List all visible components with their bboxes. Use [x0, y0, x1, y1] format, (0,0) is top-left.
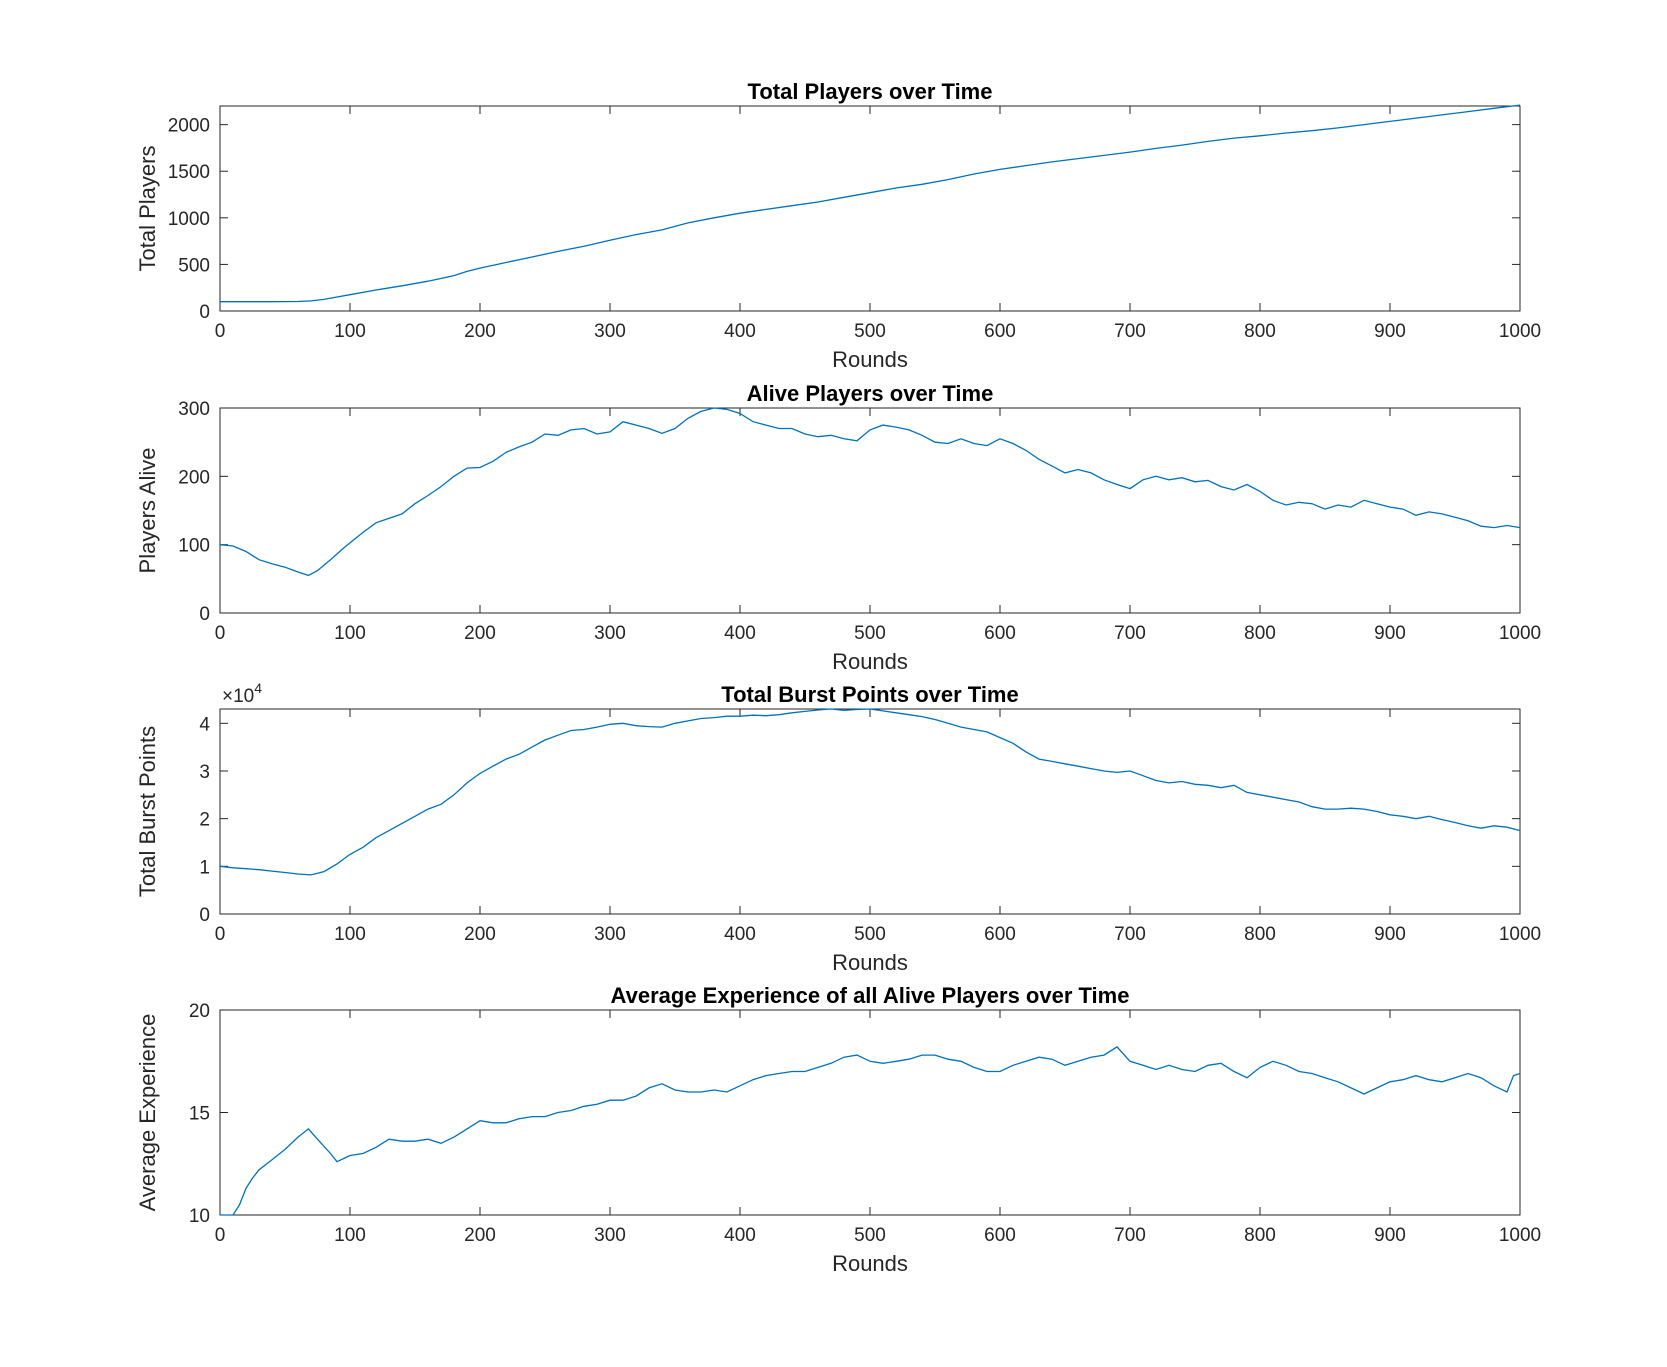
x-tick-label: 500	[854, 321, 886, 342]
x-tick-label: 400	[724, 321, 756, 342]
subplot-title: Total Players over Time	[748, 79, 993, 104]
x-tick-label: 200	[464, 623, 496, 644]
x-tick-label: 100	[334, 623, 366, 644]
axes-box	[219, 407, 1521, 614]
x-axis-label: Rounds	[832, 950, 908, 975]
y-axis-label: Total Players	[135, 146, 160, 272]
subplot-3: 0 100 200 300 400 500 600 700 800 900 1000 0 1 2 3 4 ×10…	[135, 680, 1541, 975]
x-tick-label: 1000	[1499, 924, 1541, 945]
y-tick-label: 2000	[168, 116, 210, 137]
y-tick-label: 15	[189, 1104, 210, 1125]
x-tick-label: 200	[464, 924, 496, 945]
x-tick-label: 1000	[1499, 321, 1541, 342]
y-tick-label: 300	[178, 399, 210, 420]
x-tick-label: 300	[594, 1225, 626, 1246]
y-tick-label: 20	[189, 1001, 210, 1022]
y-tick-label: 2	[199, 810, 210, 831]
y-tick-label: 10	[189, 1206, 210, 1227]
x-axis-label: Rounds	[832, 1251, 908, 1276]
x-axis-label: Rounds	[832, 649, 908, 674]
y-tick-label: 0	[199, 905, 210, 926]
subplot-title: Alive Players over Time	[747, 381, 994, 406]
subplot-2: 0 100 200 300 400 500 600 700 800 900 1000 0 100 200 3…	[135, 381, 1541, 674]
x-tick-label: 700	[1114, 924, 1146, 945]
x-tick-label: 1000	[1499, 1225, 1541, 1246]
y-tick-label: 200	[178, 467, 210, 488]
x-tick-label: 200	[464, 321, 496, 342]
x-tick-label: 300	[594, 623, 626, 644]
y-axis-label: Total Burst Points	[135, 726, 160, 897]
x-tick-label: 1000	[1499, 623, 1541, 644]
x-tick-label: 900	[1374, 924, 1406, 945]
y-tick-label: 0	[199, 604, 210, 625]
x-tick-label: 500	[854, 623, 886, 644]
y-exponent-label: ×104	[222, 680, 262, 707]
y-tick-label: 500	[178, 255, 210, 276]
x-tick-label: 600	[984, 321, 1016, 342]
series-line	[219, 708, 1521, 876]
x-tick-label: 900	[1374, 623, 1406, 644]
x-tick-label: 900	[1374, 1225, 1406, 1246]
x-tick-label: 600	[984, 1225, 1016, 1246]
x-tick-label: 100	[334, 321, 366, 342]
x-tick-label: 400	[724, 1225, 756, 1246]
y-axis-label: Average Experience	[135, 1014, 160, 1212]
x-tick-label: 700	[1114, 321, 1146, 342]
subplot-4: 0 100 200 300 400 500 600 700 800 900 1000 10 15 20 Av…	[135, 983, 1541, 1276]
x-tick-label: 100	[334, 924, 366, 945]
x-tick-label: 800	[1244, 623, 1276, 644]
series-line	[220, 104, 1521, 303]
x-tick-label: 0	[215, 1225, 226, 1246]
x-tick-label: 500	[854, 1225, 886, 1246]
x-tick-label: 500	[854, 924, 886, 945]
x-tick-label: 200	[464, 1225, 496, 1246]
x-tick-label: 0	[215, 924, 226, 945]
x-tick-label: 800	[1244, 321, 1276, 342]
series-line	[219, 407, 1521, 577]
axes-box	[219, 105, 1521, 312]
x-tick-label: 700	[1114, 1225, 1146, 1246]
x-tick-label: 0	[215, 321, 226, 342]
y-tick-label: 3	[199, 762, 210, 783]
x-tick-label: 300	[594, 924, 626, 945]
subplot-1: 0 100 200 300 400 500 600 700 800 900 1000 0 500 1000…	[135, 79, 1541, 372]
x-axis-label: Rounds	[832, 347, 908, 372]
x-tick-label: 400	[724, 623, 756, 644]
x-tick-label: 0	[215, 623, 226, 644]
x-tick-label: 800	[1244, 1225, 1276, 1246]
subplot-title: Average Experience of all Alive Players …	[611, 983, 1130, 1008]
x-tick-label: 800	[1244, 924, 1276, 945]
x-tick-label: 300	[594, 321, 626, 342]
x-tick-label: 600	[984, 924, 1016, 945]
y-tick-label: 1500	[168, 162, 210, 183]
subplot-title: Total Burst Points over Time	[721, 682, 1018, 707]
y-axis-label: Players Alive	[135, 448, 160, 574]
series-line	[220, 1046, 1521, 1216]
x-tick-label: 100	[334, 1225, 366, 1246]
y-tick-label: 4	[199, 714, 210, 735]
y-tick-label: 100	[178, 536, 210, 557]
x-tick-label: 700	[1114, 623, 1146, 644]
y-tick-label: 1	[199, 857, 210, 878]
x-tick-label: 400	[724, 924, 756, 945]
x-tick-label: 600	[984, 623, 1016, 644]
x-tick-label: 900	[1374, 321, 1406, 342]
y-tick-label: 1000	[168, 209, 210, 230]
axes-box	[219, 708, 1521, 915]
y-tick-label: 0	[199, 302, 210, 323]
axes-box	[219, 1009, 1521, 1216]
